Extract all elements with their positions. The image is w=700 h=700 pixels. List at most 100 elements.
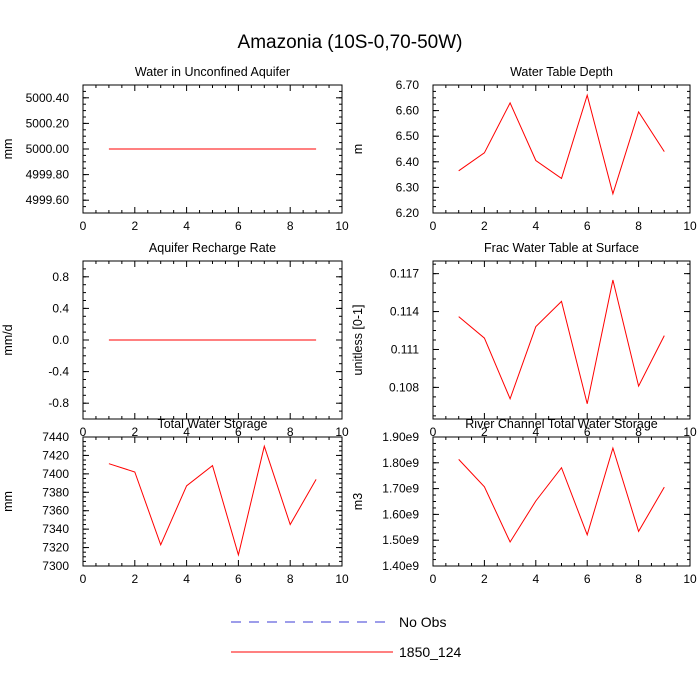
y-tick-label: 7380: [42, 485, 69, 499]
y-tick-label: 7300: [42, 559, 69, 573]
x-tick-label: 2: [131, 572, 138, 586]
x-tick-label: 6: [584, 572, 591, 586]
panel-3: Aquifer Recharge Rate mm/d 0 2 4 6 8 10 -0.8 -0.4…: [1, 241, 349, 439]
x-tick-label: 8: [287, 425, 294, 439]
x-tick-label: 8: [287, 572, 294, 586]
plot-frame: [432, 436, 691, 567]
panel-title: River Channel Total Water Storage: [465, 417, 658, 431]
y-tick-label: 6.60: [396, 104, 420, 118]
y-tick-label: 6.40: [396, 155, 420, 169]
legend-label-2: 1850_124: [399, 644, 462, 660]
plot-frame: [432, 260, 691, 420]
x-tick-label: 6: [235, 219, 242, 233]
y-axis-label: mm/d: [1, 324, 15, 355]
panel-title: Water in Unconfined Aquifer: [135, 65, 290, 79]
y-axis-label: unitless [0-1]: [351, 305, 365, 376]
y-tick-label: 5000.20: [26, 116, 70, 130]
y-tick-label: 7400: [42, 467, 69, 481]
y-tick-label: 7320: [42, 541, 69, 555]
series-line: [108, 444, 317, 557]
panel-5: Total Water Storage mm 0 2 4 6 8 10 7300 7320 7340…: [1, 417, 349, 586]
x-tick-label: 10: [335, 219, 349, 233]
y-tick-label: 1.80e9: [382, 456, 419, 470]
x-tick-label: 6: [584, 425, 591, 439]
panel-title: Total Water Storage: [157, 417, 267, 431]
x-tick-label: 4: [532, 572, 539, 586]
figure-title: Amazonia (10S-0,70-50W): [237, 32, 463, 53]
x-tick-label: 4: [532, 219, 539, 233]
y-tick-label: 1.90e9: [382, 430, 419, 444]
y-tick-label: 0.0: [52, 333, 69, 347]
x-tick-label: 4: [532, 425, 539, 439]
x-tick-label: 0: [80, 572, 87, 586]
y-axis-label: mm: [1, 139, 15, 160]
y-tick-label: 7340: [42, 522, 69, 536]
x-tick-label: 0: [430, 425, 437, 439]
y-tick-label: 1.40e9: [382, 559, 419, 573]
legend-label-1: No Obs: [399, 614, 446, 630]
panel-2: Water Table Depth m 0 2 4 6 8 10 6.20 6.30 6.40 6.5…: [351, 65, 697, 233]
y-tick-label: 5000.40: [26, 91, 70, 105]
y-tick-label: 0.8: [52, 270, 69, 284]
x-tick-label: 2: [481, 425, 488, 439]
y-tick-label: 5000.00: [26, 142, 70, 156]
x-tick-label: 10: [683, 219, 697, 233]
panel-1: Water in Unconfined Aquifer mm 0 2 4 6 8 10 4999…: [1, 65, 349, 233]
plot-frame: [432, 84, 691, 214]
x-tick-label: 6: [235, 572, 242, 586]
x-tick-label: 8: [287, 219, 294, 233]
x-tick-label: 10: [683, 425, 697, 439]
y-tick-label: 0.4: [52, 301, 69, 315]
y-tick-label: 7420: [42, 448, 69, 462]
x-tick-label: 2: [131, 425, 138, 439]
y-tick-label: 4999.80: [26, 168, 70, 182]
y-tick-label: -0.4: [48, 365, 69, 379]
x-tick-label: 2: [131, 219, 138, 233]
panel-title: Frac Water Table at Surface: [484, 241, 639, 255]
panel-title: Water Table Depth: [510, 65, 613, 79]
y-tick-label: 0.111: [391, 342, 420, 356]
x-tick-label: 0: [430, 572, 437, 586]
y-tick-label: 1.60e9: [382, 507, 419, 521]
y-axis-label: mm: [1, 491, 15, 512]
x-tick-label: 6: [584, 219, 591, 233]
legend: No Obs 1850_124: [231, 614, 462, 660]
y-tick-label: 6.70: [396, 78, 420, 92]
y-tick-label: 0.114: [390, 305, 419, 319]
x-tick-label: 0: [430, 219, 437, 233]
y-tick-label: 0.108: [389, 380, 419, 394]
panel-title: Aquifer Recharge Rate: [149, 241, 276, 255]
x-tick-label: 4: [183, 425, 190, 439]
x-tick-label: 8: [635, 572, 642, 586]
y-axis-label: m3: [351, 493, 365, 510]
y-axis-label: m: [351, 144, 365, 154]
x-tick-label: 0: [80, 219, 87, 233]
series-line: [458, 446, 665, 544]
y-tick-label: 1.50e9: [382, 533, 419, 547]
panel-4: Frac Water Table at Surface unitless [0-1…: [351, 241, 697, 439]
y-tick-label: 6.50: [396, 129, 420, 143]
x-tick-label: 4: [183, 219, 190, 233]
panel-6: River Channel Total Water Storage m3 0 2 4 6 8…: [351, 417, 697, 586]
x-tick-label: 2: [481, 572, 488, 586]
y-tick-label: 6.20: [396, 206, 420, 220]
x-tick-label: 10: [335, 425, 349, 439]
y-tick-label: 6.30: [396, 180, 420, 194]
y-tick-label: 7360: [42, 504, 69, 518]
y-tick-label: 7440: [42, 430, 69, 444]
x-tick-label: 10: [335, 572, 349, 586]
x-tick-label: 2: [481, 219, 488, 233]
series-line: [458, 93, 665, 196]
series-line: [458, 279, 665, 404]
x-tick-label: 6: [235, 425, 242, 439]
x-tick-label: 8: [635, 219, 642, 233]
x-tick-label: 0: [80, 425, 87, 439]
y-tick-label: 4999.60: [26, 193, 70, 207]
y-tick-label: 0.117: [390, 267, 419, 281]
x-tick-label: 10: [683, 572, 697, 586]
x-tick-label: 4: [183, 572, 190, 586]
y-tick-label: 1.70e9: [382, 482, 419, 496]
x-tick-label: 8: [635, 425, 642, 439]
